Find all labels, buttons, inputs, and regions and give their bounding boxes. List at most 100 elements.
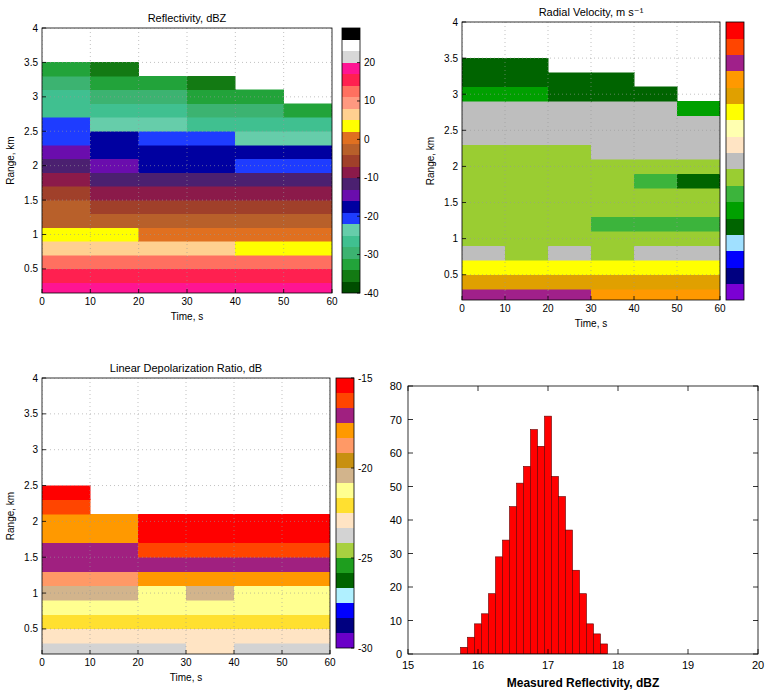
y-tick <box>753 419 758 420</box>
heat-cell <box>90 145 138 159</box>
x-tick <box>187 289 188 293</box>
grid-line <box>138 28 139 293</box>
x-tick-label: 10 <box>499 303 511 314</box>
colorbar-swatch <box>336 633 354 648</box>
heat-cell <box>42 173 90 187</box>
heat-cell <box>234 643 282 654</box>
heat-cell <box>235 241 283 255</box>
heat-cell <box>548 217 591 231</box>
heat-cell <box>90 615 138 629</box>
heat-cell <box>90 76 138 90</box>
x-tick-label: 40 <box>230 296 242 307</box>
y-tick-label: 1 <box>452 233 458 244</box>
colorbar-swatch <box>726 284 744 301</box>
heat-cell <box>234 615 282 629</box>
y-tick-label: 1 <box>32 588 38 599</box>
x-tick-label: 50 <box>278 296 290 307</box>
colorbar-frame <box>342 28 360 293</box>
y-tick <box>462 94 466 95</box>
chart-title: Radial Velocity, m s⁻¹ <box>539 6 644 18</box>
heat-cell <box>42 200 90 214</box>
colorbar-swatch <box>342 109 360 121</box>
heat-cell <box>282 572 330 586</box>
heat-cell <box>505 275 548 289</box>
histogram-bar <box>552 476 559 654</box>
grid-line <box>282 378 283 654</box>
heat-cell <box>138 629 186 643</box>
heat-cell <box>186 543 234 557</box>
grid-line <box>138 378 139 654</box>
heat-cell <box>186 600 234 614</box>
grid-line <box>90 378 91 654</box>
colorbar-swatch <box>342 51 360 63</box>
heat-cell <box>139 117 187 131</box>
colorbar-tick-label: -30 <box>364 249 379 260</box>
plot-background <box>408 386 758 654</box>
heat-cell <box>591 203 634 217</box>
heat-cell <box>548 174 591 188</box>
colorbar-swatch <box>342 97 360 109</box>
heat-cell <box>462 73 505 87</box>
colorbar-swatch <box>342 258 360 270</box>
grid-line <box>505 22 506 300</box>
histogram-bar <box>517 483 524 654</box>
heat-cell <box>677 217 720 231</box>
heat-cell <box>677 289 720 300</box>
x-tick <box>138 289 139 293</box>
grid-line <box>42 96 332 97</box>
heat-cell <box>139 283 187 293</box>
heat-cell <box>591 231 634 245</box>
x-tick <box>408 649 409 654</box>
grid-line <box>462 166 720 167</box>
colorbar-swatch <box>726 218 744 235</box>
heat-cell <box>187 200 235 214</box>
heat-cell <box>462 289 505 300</box>
colorbar-swatch <box>342 224 360 236</box>
x-tick-label: 0 <box>459 303 465 314</box>
y-tick <box>42 234 46 235</box>
heat-cell <box>282 643 330 654</box>
x-tick-label: 40 <box>628 303 640 314</box>
x-tick <box>677 296 678 300</box>
x-tick <box>618 386 619 391</box>
colorbar-swatch <box>336 408 354 423</box>
heat-cell <box>42 543 90 557</box>
cells <box>42 28 332 293</box>
colorbar-swatch <box>342 86 360 98</box>
heat-cell <box>187 145 235 159</box>
colorbar-swatch <box>342 270 360 282</box>
colorbar-swatch <box>342 143 360 155</box>
heat-cell <box>462 260 505 274</box>
colorbar-swatch <box>726 202 744 219</box>
y-tick-label: 2 <box>32 516 38 527</box>
y-tick-label: 2.5 <box>24 480 38 491</box>
x-tick <box>618 649 619 654</box>
heat-cell <box>187 76 235 90</box>
x-tick <box>42 289 43 293</box>
colorbar-tick-label: 0 <box>364 134 370 145</box>
heat-cell <box>591 217 634 231</box>
heat-cell <box>591 73 634 87</box>
plot-frame <box>462 22 720 300</box>
plot-background <box>42 28 332 293</box>
y-tick <box>408 453 413 454</box>
heat-cell <box>505 116 548 130</box>
heat-cell <box>505 101 548 115</box>
cells <box>42 378 330 654</box>
chart-title: Linear Depolarization Ratio, dB <box>110 362 262 374</box>
grid-line <box>90 28 91 293</box>
colorbar-swatch <box>336 603 354 618</box>
heat-cell <box>235 186 283 200</box>
colorbar-swatch <box>342 40 360 52</box>
grid-line <box>42 268 332 269</box>
x-tick-label: 20 <box>542 303 554 314</box>
heat-cell <box>42 117 90 131</box>
x-tick <box>688 386 689 391</box>
x-tick <box>234 650 235 654</box>
grid-line <box>186 378 187 654</box>
heat-cell <box>90 214 138 228</box>
heat-cell <box>677 145 720 159</box>
heat-cell <box>548 289 591 300</box>
x-tick-label: 20 <box>752 659 764 671</box>
bars <box>461 416 608 654</box>
